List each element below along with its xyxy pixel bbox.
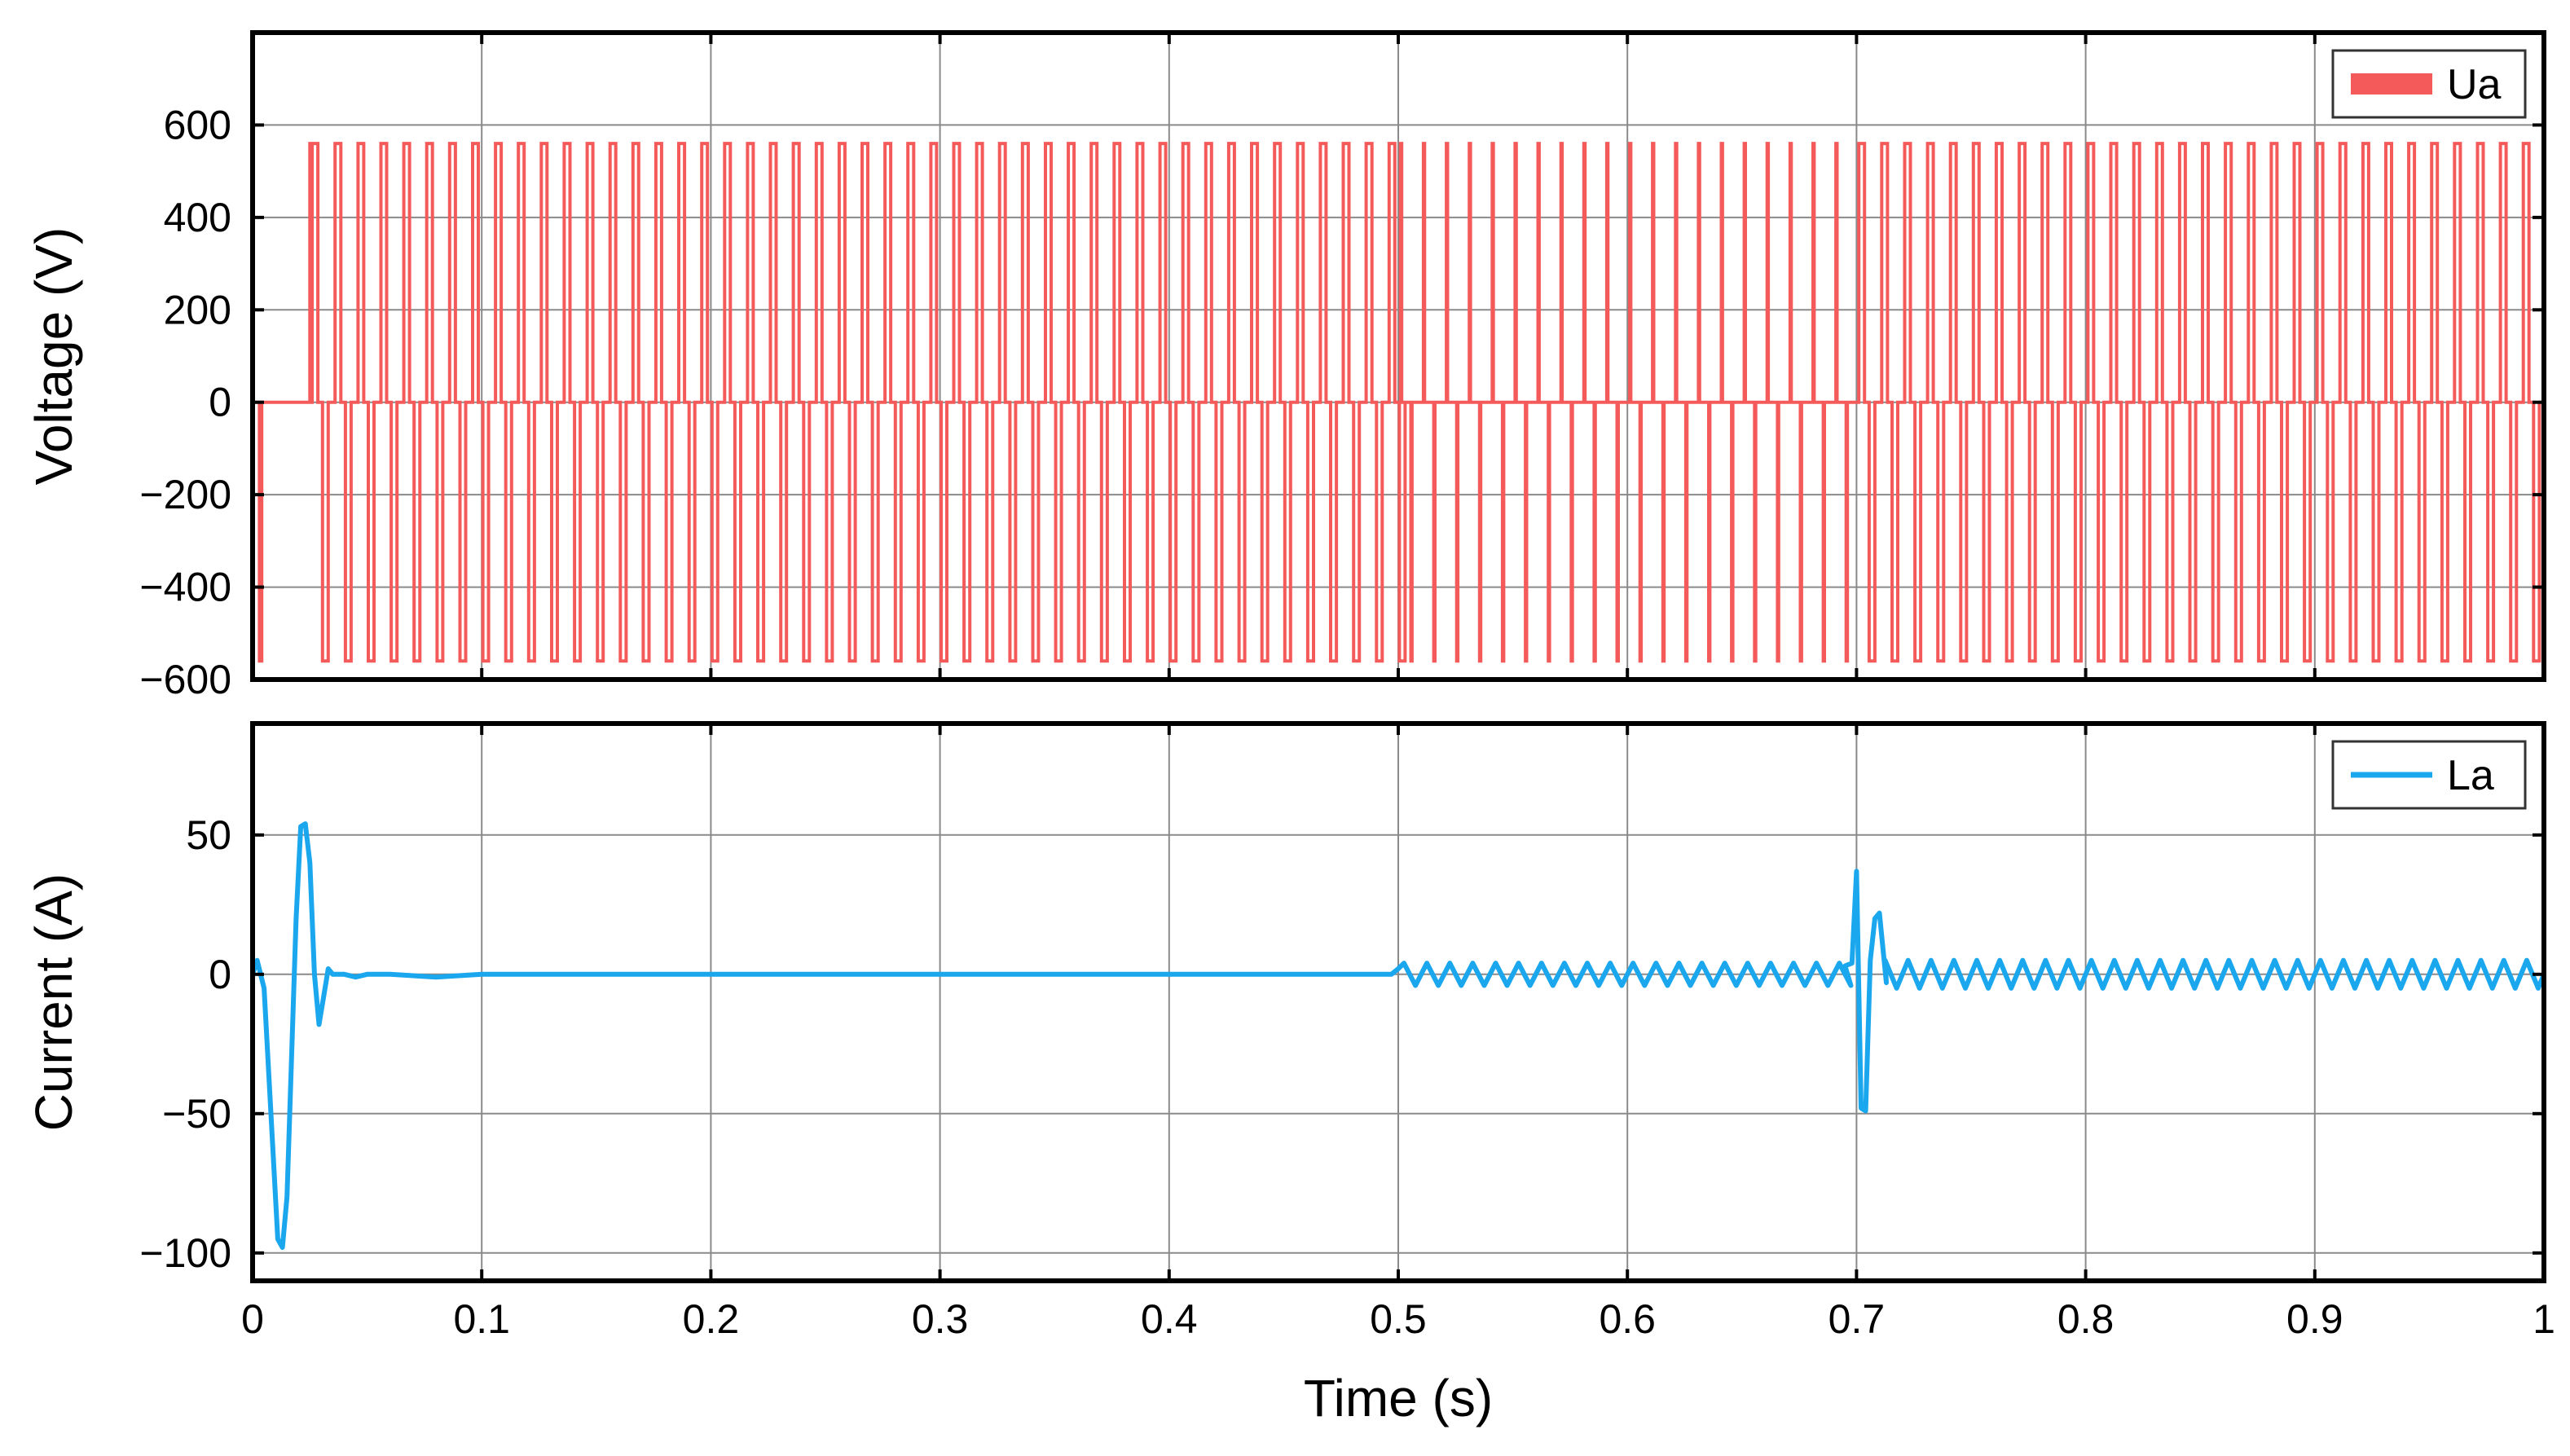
- current-y-tick-label: −50: [162, 1091, 231, 1137]
- voltage-y-tick-label: 600: [164, 102, 231, 147]
- voltage-y-axis-label: Voltage (V): [24, 227, 83, 486]
- x-tick-label: 0.1: [453, 1296, 510, 1342]
- voltage-series-line-ua: [253, 142, 2544, 663]
- voltage-y-tick-label: 400: [164, 195, 231, 240]
- x-tick-label: 0.7: [1828, 1296, 1886, 1342]
- voltage-panel: −600 −400 −200 0 200 400 600 Voltage (V) Ua: [24, 30, 2546, 702]
- x-tick-label: 0.5: [1370, 1296, 1427, 1342]
- current-y-ticks: −100 −50 0 50: [139, 724, 2546, 1281]
- current-panel: −100 −50 0 50 0 0.1 0.2 0.3 0.4 0.5 0.6 0.7 0.8 0.9 1…: [24, 721, 2555, 1427]
- current-y-tick-label: 0: [209, 952, 231, 997]
- current-series: [250, 821, 2546, 1250]
- x-tick-label: 0.4: [1141, 1296, 1198, 1342]
- x-tick-label: 0.9: [2286, 1296, 2343, 1342]
- x-tick-label: 0.6: [1599, 1296, 1656, 1342]
- voltage-legend-label: Ua: [2447, 61, 2502, 108]
- current-x-ticks: 0 0.1 0.2 0.3 0.4 0.5 0.6 0.7 0.8 0.9 1: [241, 1296, 2555, 1342]
- current-legend-label: La: [2447, 752, 2494, 799]
- voltage-y-tick-label: −600: [139, 657, 231, 702]
- x-tick-label: 0.3: [912, 1296, 969, 1342]
- voltage-y-tick-label: 0: [209, 380, 231, 425]
- voltage-legend: Ua: [2331, 49, 2527, 119]
- x-tick-label: 0.8: [2057, 1296, 2115, 1342]
- current-y-tick-label: −100: [139, 1230, 231, 1276]
- x-axis-label: Time (s): [1304, 1369, 1493, 1427]
- voltage-y-ticks: −600 −400 −200 0 200 400 600: [139, 33, 2546, 702]
- voltage-series: [253, 142, 2544, 663]
- x-tick-label: 1: [2533, 1296, 2555, 1342]
- x-tick-label: 0: [241, 1296, 264, 1342]
- current-y-tick-label: 50: [186, 812, 231, 858]
- voltage-y-tick-label: −400: [139, 565, 231, 610]
- current-series-line-la: [250, 821, 2546, 1250]
- voltage-y-tick-label: −200: [139, 472, 231, 517]
- x-tick-label: 0.2: [683, 1296, 740, 1342]
- voltage-y-tick-label: 200: [164, 287, 231, 332]
- current-legend: La: [2331, 740, 2527, 810]
- current-y-axis-label: Current (A): [24, 873, 83, 1132]
